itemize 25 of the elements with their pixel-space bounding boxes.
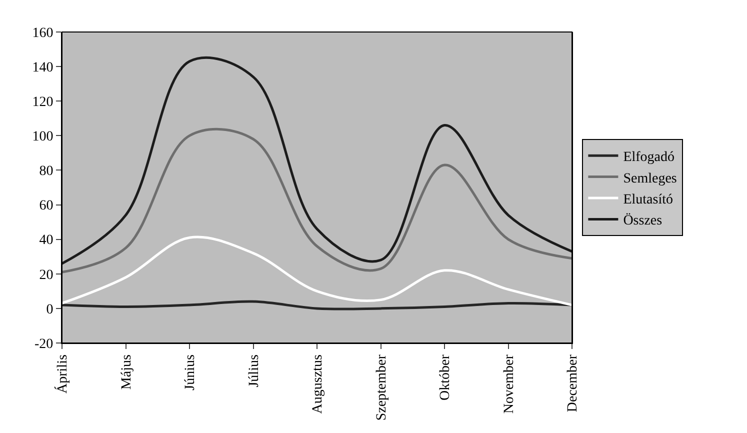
y-tick-label: -20 (34, 336, 54, 352)
x-tick-label: Szeptember (374, 354, 390, 421)
legend-label: Elutasító (623, 192, 673, 208)
x-tick-label: Augusztus (310, 354, 326, 414)
x-tick-label: Július (246, 354, 262, 388)
y-tick-label: 120 (32, 95, 54, 110)
line-series (62, 300, 572, 310)
x-tick-label: Április (54, 354, 71, 394)
x-tick-label: Október (438, 354, 454, 400)
legend-label: Semleges (623, 171, 677, 186)
x-tick-label: Június (183, 354, 198, 390)
y-tick-label: 60 (39, 198, 54, 214)
legend-label: Összes (623, 212, 662, 229)
y-tick-label: 160 (32, 26, 54, 41)
y-tick-label: 80 (39, 164, 54, 180)
x-tick-label: December (566, 354, 581, 412)
legend-label: Elfogadó (623, 150, 675, 166)
y-tick-label: 140 (32, 60, 54, 76)
y-tick-label: 100 (32, 130, 54, 145)
y-tick-label: 40 (39, 233, 54, 248)
x-tick-label: November (502, 354, 517, 414)
y-tick-label: 0 (46, 302, 54, 318)
x-tick-label: Május (119, 354, 134, 390)
y-tick-label: 20 (39, 268, 54, 283)
line-series (62, 236, 572, 306)
